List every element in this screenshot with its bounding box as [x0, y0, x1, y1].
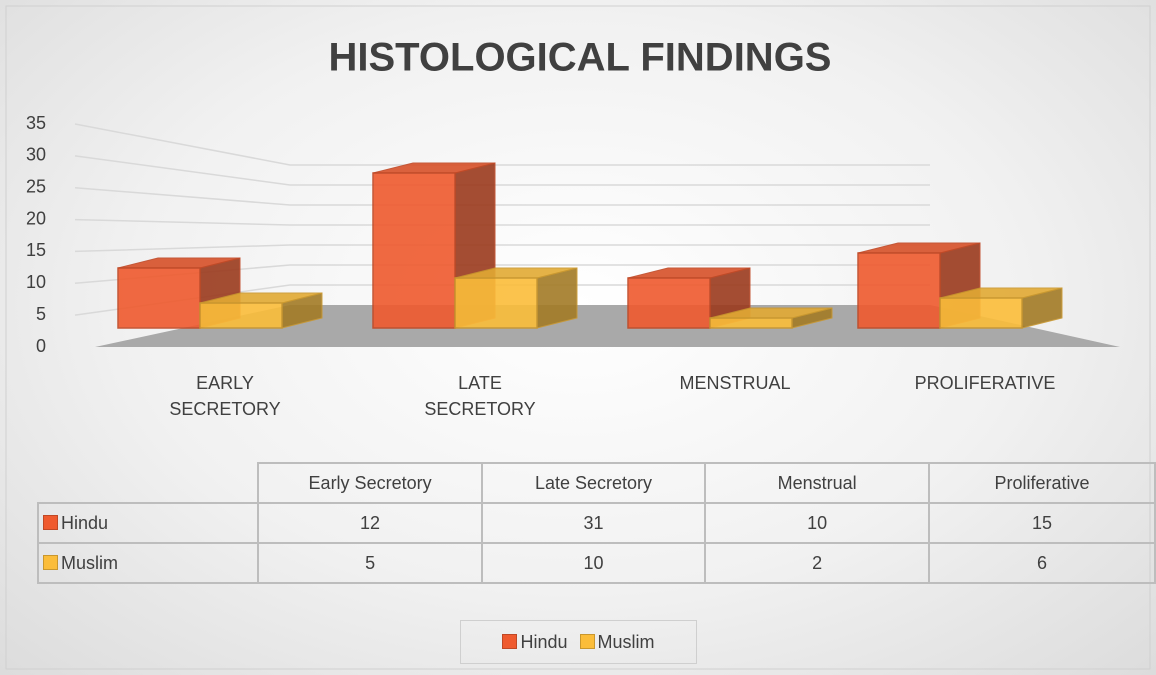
table-row-header: Hindu [36, 502, 260, 544]
legend-key [579, 633, 595, 649]
grid-line [74, 244, 930, 253]
grid-line [74, 218, 930, 226]
table-row: Hindu 12 31 10 15 [36, 502, 1156, 544]
legend-item: Muslim [579, 631, 655, 653]
y-tick-label: 5 [36, 304, 46, 324]
bar [199, 292, 323, 329]
y-tick-label: 25 [26, 176, 46, 196]
table-cell: 31 [480, 502, 707, 544]
bar-front [709, 317, 793, 329]
y-tick-label: 10 [26, 272, 46, 292]
bar [454, 267, 578, 329]
chart-title: HISTOLOGICAL FINDINGS [329, 36, 832, 80]
table-cell: 12 [257, 502, 483, 544]
x-tick-label: LATE SECRETORY [424, 373, 536, 419]
legend-key [502, 633, 518, 649]
grid-line [74, 155, 930, 186]
legend-item: Hindu [502, 631, 568, 653]
bar [939, 287, 1063, 329]
table-row-header: Muslim [36, 542, 260, 584]
y-tick-label: 35 [26, 113, 46, 133]
table-cell: 15 [927, 502, 1156, 544]
y-tick-label: 0 [36, 336, 46, 356]
data-table: Early Secretory Late Secretory Menstrual Pr… [36, 462, 1156, 584]
series-name: Muslim [61, 552, 118, 573]
bar-front [117, 267, 201, 329]
table-cell: 10 [704, 502, 930, 544]
bar-front [939, 297, 1023, 329]
bar [709, 307, 833, 329]
bars [74, 123, 1063, 329]
bar-front [857, 252, 941, 329]
legend-key [43, 554, 58, 570]
frame [5, 5, 1151, 670]
x-tick-label: MENSTRUAL [679, 373, 791, 393]
table-header-row: Early Secretory Late Secretory Menstrual Pr… [38, 462, 1156, 504]
table-column-header: Menstrual [704, 462, 930, 504]
x-tick-label: EARLY SECRETORY [169, 373, 281, 419]
table-cell: 10 [480, 542, 707, 584]
bar-front [627, 277, 711, 329]
y-tick-label: 30 [26, 145, 46, 165]
y-tick-label: 15 [26, 240, 46, 260]
grid-line [74, 186, 930, 206]
table-cell: 6 [927, 542, 1156, 584]
x-tick-label: PROLIFERATIVE [914, 373, 1056, 393]
table-column-header: Early Secretory [257, 462, 483, 504]
grid-line [74, 123, 930, 166]
bar-front [372, 172, 456, 329]
table-cell: 2 [704, 542, 930, 584]
legend-label: Muslim [597, 631, 655, 652]
table-corner [38, 463, 260, 504]
table-column-header: Proliferative [927, 462, 1156, 504]
table-column-header: Late Secretory [480, 462, 707, 504]
series-name: Hindu [61, 512, 109, 533]
table-row: Muslim 5 10 2 6 [36, 542, 1156, 584]
bar-front [199, 302, 283, 329]
legend: Hindu Muslim [460, 620, 697, 664]
legend-label: Hindu [520, 631, 568, 652]
bar-front [454, 277, 538, 329]
bar [117, 257, 241, 329]
table-cell: 5 [257, 542, 483, 584]
legend-key [43, 514, 58, 530]
y-tick-label: 20 [26, 208, 46, 228]
bar [627, 267, 751, 329]
